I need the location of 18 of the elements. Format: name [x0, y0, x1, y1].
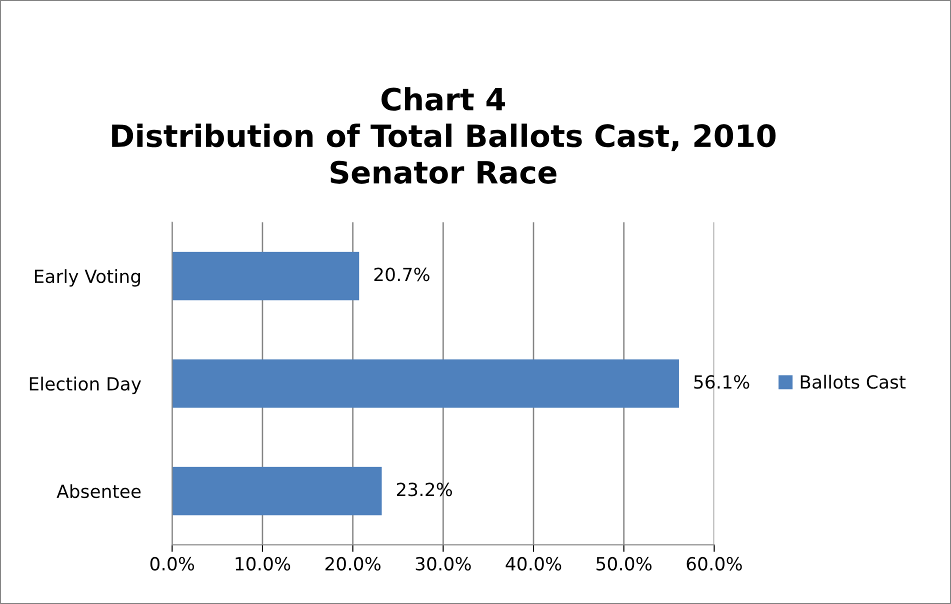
- data-label: 23.2%: [396, 482, 452, 496]
- x-tick-label: 10.0%: [236, 556, 290, 571]
- chart-title: Chart 4 Distribution of Total Ballots Cast, 2010 Senator Race: [112, 87, 776, 184]
- y-tick-label: Election Day: [30, 376, 142, 394]
- bar: [172, 466, 382, 516]
- x-tick-label: 0.0%: [150, 556, 194, 571]
- legend-label: Ballots Cast: [800, 374, 906, 389]
- bar: [172, 359, 679, 408]
- x-tick-label: 40.0%: [506, 556, 562, 571]
- x-tick-label: 60.0%: [686, 556, 742, 571]
- x-tick-label: 20.0%: [325, 556, 381, 571]
- x-tick-label: 30.0%: [416, 556, 471, 571]
- bar: [172, 252, 360, 300]
- data-label: 56.1%: [694, 375, 750, 389]
- data-label: 20.7%: [374, 268, 430, 282]
- y-tick-label: Early Voting: [35, 269, 140, 287]
- y-tick-label: Absentee: [56, 484, 141, 498]
- x-tick-label: 50.0%: [596, 556, 652, 571]
